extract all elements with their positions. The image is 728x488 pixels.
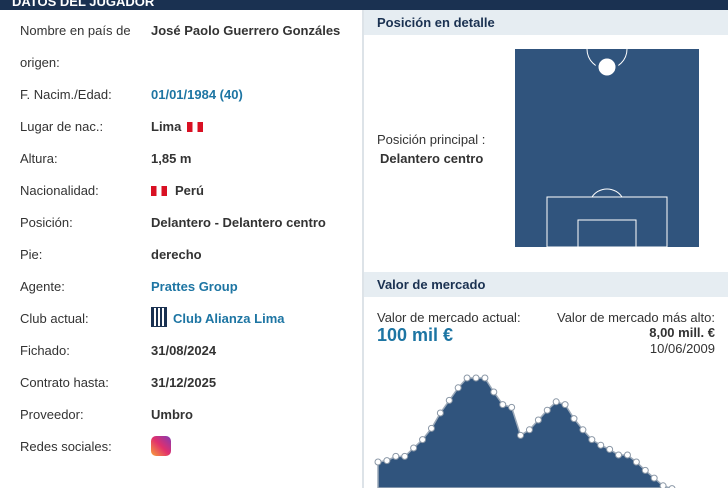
market-value-point: [570, 415, 578, 423]
info-label: Nacionalidad:: [20, 183, 99, 198]
info-value: Lima: [151, 111, 209, 143]
market-value-point: [561, 401, 569, 409]
market-value-point: [374, 458, 382, 466]
info-text: 31/08/2024: [151, 343, 217, 358]
position-label: Posición principal :: [377, 132, 486, 147]
info-value: Delantero - Delantero centro: [151, 207, 326, 239]
flag-icon: [187, 122, 204, 132]
info-value: 31/08/2024: [151, 335, 216, 367]
market-value-point: [552, 398, 560, 406]
highest-date: 10/06/2009: [649, 341, 715, 356]
market-value-point: [490, 388, 498, 396]
info-value: Umbro: [151, 399, 193, 431]
market-value-point: [419, 436, 427, 444]
info-text: Umbro: [151, 407, 193, 422]
highest-value: 8,00 mill. €: [649, 325, 715, 340]
market-value-point: [392, 452, 400, 460]
market-value-point: [606, 445, 614, 453]
market-value-point: [668, 485, 676, 488]
info-label: F. Nacim./Edad:: [20, 87, 112, 102]
info-value: 1,85 m: [151, 143, 191, 175]
pitch: [514, 48, 700, 248]
info-label: Contrato hasta:: [20, 375, 109, 390]
info-value: [151, 431, 171, 463]
market-value-point: [517, 431, 525, 439]
info-value: Perú: [151, 175, 204, 207]
info-text: Lima: [151, 119, 182, 134]
market-value-point: [579, 426, 587, 434]
info-value: José Paolo Guerrero Gonzáles: [151, 15, 340, 47]
market-value-point: [659, 482, 667, 488]
club-icon: [151, 307, 167, 327]
info-text[interactable]: 01/01/1984 (40): [151, 87, 243, 102]
market-value-point: [508, 403, 516, 411]
info-text: Perú: [175, 183, 204, 198]
info-value: derecho: [151, 239, 202, 271]
market-value-point: [615, 451, 623, 459]
info-label: Redes sociales:: [20, 439, 112, 454]
info-value[interactable]: 01/01/1984 (40): [151, 79, 243, 111]
market-value-point: [525, 426, 533, 434]
info-text[interactable]: Club Alianza Lima: [173, 311, 285, 326]
info-text: Delantero - Delantero centro: [151, 215, 326, 230]
market-value-point: [588, 436, 596, 444]
market-value-point: [650, 474, 658, 482]
market-value-point: [623, 451, 631, 459]
market-value-point: [632, 458, 640, 466]
position-value: Delantero centro: [380, 151, 484, 166]
info-label: Lugar de nac.:: [20, 119, 104, 134]
market-value-point: [410, 444, 418, 452]
info-label: Nombre en país de origen:: [20, 23, 131, 70]
info-text: 1,85 m: [151, 151, 192, 166]
section-header: DATOS DEL JUGADOR: [0, 0, 728, 10]
player-info: Nombre en país de origen: José Paolo Guer…: [0, 10, 364, 488]
market-value-point: [499, 401, 507, 409]
info-label: Fichado:: [20, 343, 70, 358]
market-value-chart: [374, 374, 676, 488]
market-value-area: [377, 377, 673, 488]
market-value-point: [641, 466, 649, 474]
panel-title: Posición en detalle: [364, 10, 728, 35]
market-value-point: [543, 406, 551, 414]
market-value-point: [481, 374, 489, 382]
highest-label: Valor de mercado más alto:: [557, 310, 715, 325]
market-value-point: [454, 384, 462, 392]
current-value: 100 mil €: [377, 325, 454, 345]
market-value-point: [472, 374, 480, 382]
current-label: Valor de mercado actual:: [377, 310, 521, 325]
instagram-icon[interactable]: [151, 436, 171, 456]
market-value-point: [427, 424, 435, 432]
market-value-point: [383, 457, 391, 465]
info-label: Posición:: [20, 215, 73, 230]
market-value-point: [436, 409, 444, 417]
info-text[interactable]: Prattes Group: [151, 279, 238, 294]
info-label: Pie:: [20, 247, 43, 262]
panel-title: Valor de mercado: [364, 272, 728, 297]
info-value[interactable]: Prattes Group: [151, 271, 238, 303]
info-value: 31/12/2025: [151, 367, 216, 399]
info-value[interactable]: Club Alianza Lima: [151, 303, 284, 335]
info-label: Club actual:: [20, 311, 89, 326]
info-label: Altura:: [20, 151, 58, 166]
info-text: José Paolo Guerrero Gonzáles: [151, 23, 341, 38]
info-label: Agente:: [20, 279, 65, 294]
info-label: Proveedor:: [20, 407, 84, 422]
info-text: derecho: [151, 247, 202, 262]
flag-icon: [151, 186, 167, 196]
market-value-point: [597, 441, 605, 449]
market-value-point: [401, 452, 409, 460]
market-value-point: [445, 396, 453, 404]
market-value-point: [534, 416, 542, 424]
info-text: 31/12/2025: [151, 375, 217, 390]
section-title: DATOS DEL JUGADOR: [12, 0, 155, 9]
market-value-point: [463, 374, 471, 382]
